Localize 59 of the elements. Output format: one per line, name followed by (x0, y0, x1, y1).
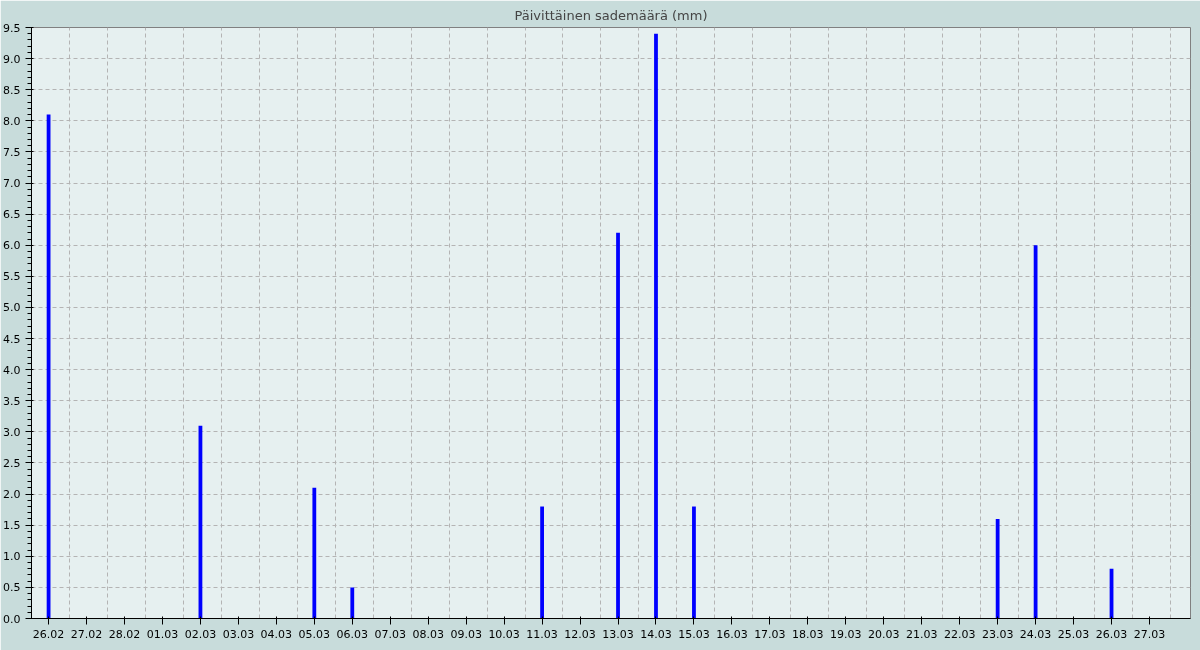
x-tick-label: 27.03 (1133, 627, 1166, 641)
y-tick-label: 3.5 (3, 394, 21, 408)
y-tick-label: 2.5 (3, 456, 21, 470)
x-tick-label: 05.03 (298, 627, 331, 641)
x-tick-label: 11.03 (526, 627, 558, 641)
x-tick-label: 10.03 (488, 627, 520, 641)
x-tick-label: 08.03 (412, 627, 444, 641)
y-tick-label: 5.0 (3, 301, 21, 315)
y-tick-label: 8.5 (3, 83, 21, 97)
bar (312, 487, 317, 619)
x-tick-label: 04.03 (260, 627, 293, 641)
x-tick-label: 02.03 (184, 627, 217, 641)
x-tick-label: 06.03 (336, 627, 369, 641)
x-tick-label: 20.03 (868, 627, 900, 641)
bar (995, 518, 1000, 619)
y-tick-label: 5.5 (3, 270, 21, 284)
x-tick-label: 28.02 (108, 627, 141, 641)
x-tick-label: 03.03 (222, 627, 255, 641)
bar (692, 506, 696, 619)
bar (654, 33, 658, 619)
x-tick-label: 26.03 (1095, 627, 1128, 641)
y-tick-label: 6.0 (3, 239, 21, 253)
x-tick-label: 26.02 (32, 627, 65, 641)
x-tick-label: 07.03 (374, 627, 406, 641)
y-tick-label: 7.0 (3, 177, 21, 191)
bar (1033, 245, 1038, 619)
y-tick-label: 0.0 (3, 612, 21, 626)
bar (540, 506, 544, 619)
y-tick-label: 9.5 (3, 21, 21, 35)
bar (616, 232, 620, 619)
x-tick-label: 23.03 (981, 627, 1014, 641)
chart-title: Päivittäinen sademäärä (mm) (514, 7, 708, 23)
x-tick-label: 25.03 (1057, 627, 1090, 641)
y-tick-label: 1.5 (3, 519, 21, 533)
x-tick-label: 19.03 (830, 627, 862, 641)
y-tick-label: 2.0 (3, 488, 21, 502)
y-tick-label: 9.0 (3, 52, 21, 66)
y-tick-label: 0.5 (3, 581, 21, 595)
y-tick-label: 4.5 (3, 332, 21, 346)
x-tick-label: 17.03 (754, 627, 786, 641)
y-tick-label: 3.0 (3, 425, 21, 439)
y-tick-label: 7.5 (3, 145, 21, 159)
x-tick-label: 22.03 (943, 627, 976, 641)
x-tick-label: 16.03 (716, 627, 748, 641)
x-tick-label: 15.03 (678, 627, 710, 641)
x-tick-label: 14.03 (640, 627, 672, 641)
y-tick-label: 4.0 (3, 363, 21, 377)
x-tick-label: 01.03 (146, 627, 179, 641)
x-tick-label: 09.03 (450, 627, 482, 641)
x-tick-label: 13.03 (602, 627, 634, 641)
x-tick-label: 27.02 (70, 627, 103, 641)
x-tick-label: 21.03 (905, 627, 938, 641)
y-tick-label: 8.0 (3, 114, 21, 128)
y-tick-label: 6.5 (3, 208, 21, 222)
x-tick-label: 24.03 (1019, 627, 1052, 641)
bar (350, 587, 355, 619)
x-tick-label: 18.03 (792, 627, 824, 641)
y-tick-label: 1.0 (3, 550, 21, 564)
x-tick-label: 12.03 (564, 627, 596, 641)
